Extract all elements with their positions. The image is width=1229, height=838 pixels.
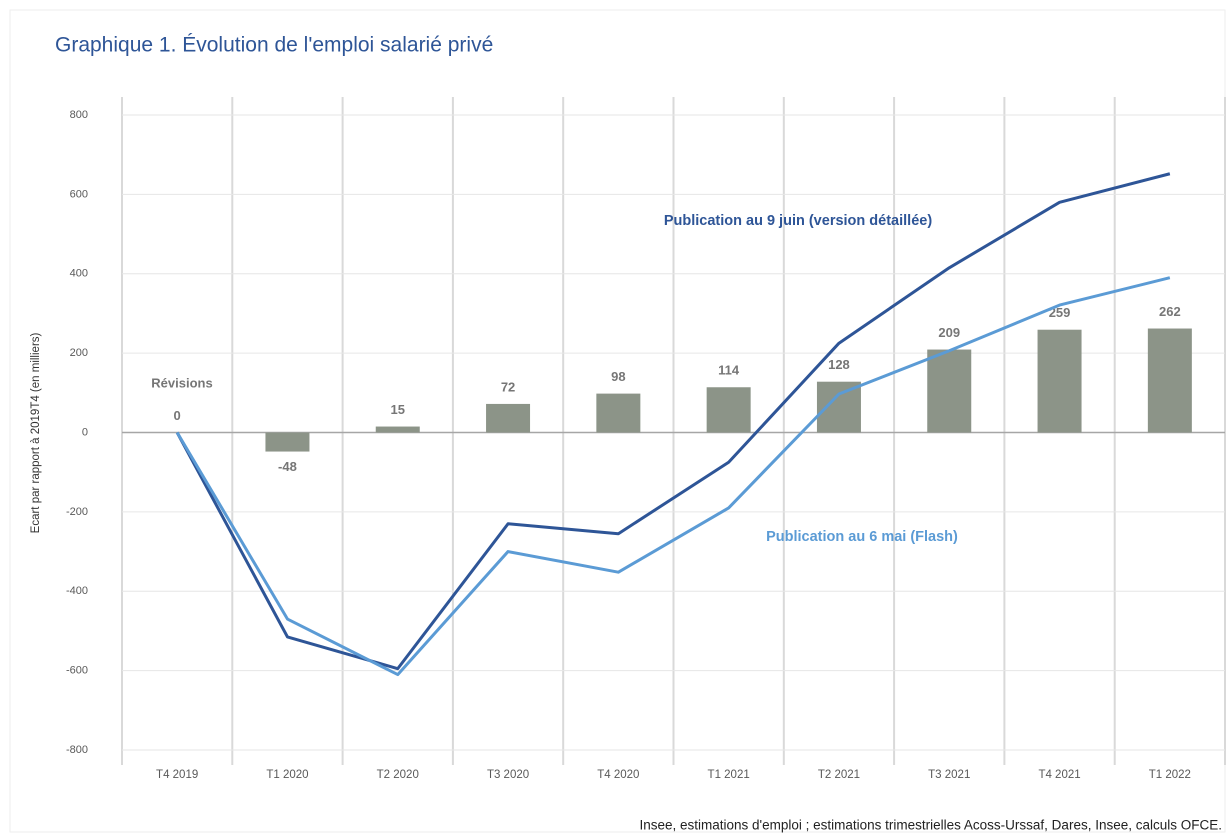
y-tick-label: -600	[66, 665, 88, 677]
x-tick-label: T3 2021	[928, 769, 970, 781]
y-tick-label: -200	[66, 506, 88, 518]
bar	[375, 426, 420, 433]
data-label: 15	[391, 402, 405, 417]
line	[175, 276, 1171, 677]
bar	[1037, 329, 1082, 433]
bar	[265, 432, 310, 452]
data-label: 114	[718, 363, 740, 378]
data-label: 98	[611, 369, 625, 384]
chart-title: Graphique 1. Évolution de l'emploi salar…	[55, 34, 493, 57]
data-label: 0	[174, 408, 181, 423]
x-tick-label: T4 2020	[597, 769, 639, 781]
x-tick-label: T1 2021	[708, 769, 750, 781]
y-axis-label: Ecart par rapport à 2019T4 (en milliers)	[30, 332, 42, 533]
data-label: 72	[501, 379, 515, 394]
series-label: Publication au 6 mai (Flash)	[766, 529, 958, 545]
series-label: Révisions	[151, 375, 212, 390]
y-tick-label: 200	[70, 347, 88, 359]
bar	[486, 403, 531, 433]
line	[175, 172, 1171, 671]
x-tick-label: T2 2020	[377, 769, 419, 781]
x-tick-label: T4 2019	[156, 769, 198, 781]
x-tick-label: T1 2022	[1149, 769, 1191, 781]
y-tick-label: 0	[82, 426, 88, 438]
x-tick-label: T2 2021	[818, 769, 860, 781]
y-tick-label: 600	[70, 188, 88, 200]
bar	[706, 387, 751, 433]
x-tick-label: T3 2020	[487, 769, 529, 781]
data-label: -48	[278, 459, 297, 474]
source-note: Insee, estimations d'emploi ; estimation…	[639, 818, 1222, 833]
y-tick-label: -400	[66, 585, 88, 597]
data-label: 209	[938, 325, 960, 340]
x-tick-label: T1 2020	[266, 769, 308, 781]
x-tick-label: T4 2021	[1038, 769, 1080, 781]
bar	[1147, 328, 1192, 433]
y-tick-label: 400	[70, 268, 88, 280]
y-tick-label: 800	[70, 109, 88, 121]
data-label: 128	[828, 357, 850, 372]
data-label: 262	[1159, 304, 1181, 319]
bar	[927, 349, 972, 433]
y-tick-label: -800	[66, 744, 88, 756]
bar	[596, 393, 641, 433]
series-label: Publication au 9 juin (version détaillée…	[664, 213, 932, 229]
